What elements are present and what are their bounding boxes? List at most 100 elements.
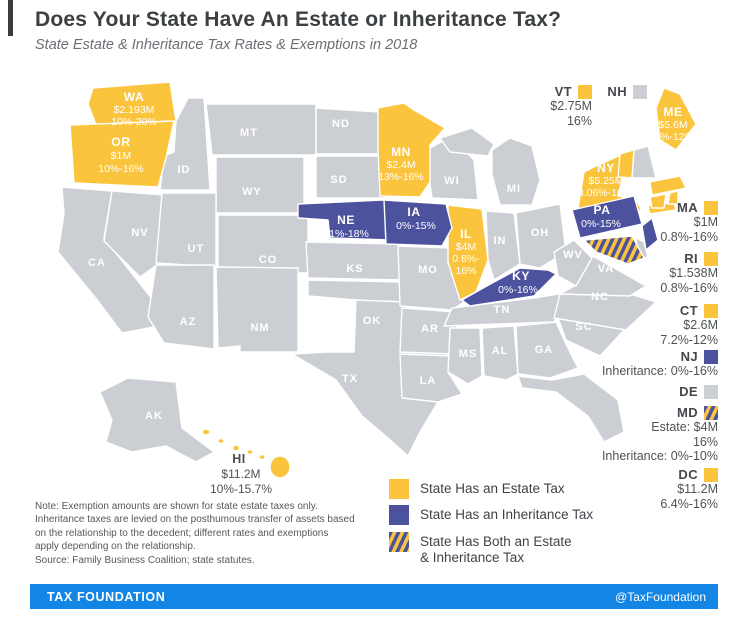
state-nv [103, 190, 167, 278]
label-ne-code: NE [337, 213, 355, 227]
no-tax-swatch [633, 84, 647, 99]
label-il-rate-1: 0.8%- [452, 253, 480, 265]
callout-ct-code: CT [679, 303, 698, 318]
state-nh [631, 145, 657, 179]
inheritance-tax-swatch [704, 349, 718, 364]
state-me [655, 87, 697, 151]
state-wy [215, 156, 305, 214]
state-mt [205, 103, 317, 156]
label-or-code: OR [111, 135, 130, 149]
label-id: ID [178, 164, 191, 176]
label-mt: MT [240, 127, 258, 139]
label-sd: SD [330, 174, 347, 186]
state-ma [649, 175, 687, 196]
callout-nh: NH [607, 84, 647, 99]
label-or-exemption: $1M [111, 150, 131, 162]
label-ks: KS [346, 263, 363, 275]
callout-md-code: MD [676, 405, 698, 420]
state-mi-upper [439, 127, 495, 157]
estate-tax-swatch [704, 251, 718, 266]
state-ia [383, 199, 453, 247]
state-hi-island-1 [201, 428, 211, 436]
state-vt [617, 149, 635, 179]
state-al [481, 325, 519, 381]
label-tn: TN [494, 304, 511, 316]
state-fl [517, 373, 625, 443]
callout-dc-code: DC [678, 467, 698, 482]
label-in: IN [494, 235, 507, 247]
callout-dc-exemption: $11.2M [677, 482, 718, 496]
callout-ma-code: MA [676, 200, 698, 215]
label-wa-exemption: $2.193M [114, 104, 155, 116]
callout-nj-code: NJ [680, 349, 698, 364]
label-nv: NV [131, 227, 148, 239]
page-subtitle: State Estate & Inheritance Tax Rates & E… [35, 37, 418, 53]
label-hi-rate: 10%-15.7% [210, 482, 272, 496]
state-ms [447, 327, 483, 385]
state-md [583, 235, 645, 265]
label-ny-code: NY [597, 161, 615, 175]
state-wv [553, 239, 593, 287]
brand-name: TAX FOUNDATION [47, 589, 166, 604]
callout-vt: VT $2.75M 16% [550, 84, 592, 128]
label-va: VA [598, 263, 614, 275]
state-id [159, 97, 211, 191]
label-oh: OH [531, 227, 550, 239]
callout-ma-rate: 0.8%-16% [660, 229, 718, 244]
state-nd [315, 107, 381, 155]
label-ky-rate: 0%-16% [498, 284, 538, 296]
label-tx: TX [342, 373, 358, 385]
label-wa-code: WA [124, 90, 145, 104]
state-mi [491, 137, 541, 206]
label-ny-rate: 3.06%-16% [578, 187, 632, 199]
state-or [69, 120, 175, 188]
state-hi-island-2 [217, 437, 225, 445]
estate-tax-swatch [704, 303, 718, 318]
callout-vt-exemption: $2.75M [550, 99, 592, 113]
state-hi [269, 455, 291, 479]
label-il-code: IL [460, 227, 472, 241]
state-ak [99, 377, 215, 463]
callout-ri: RI $1.538M 0.8%-16% [660, 251, 718, 295]
page-title: Does Your State Have An Estate or Inheri… [35, 8, 562, 31]
callout-ri-code: RI [684, 251, 698, 266]
callout-ct-exemption: $2.6M [683, 318, 718, 332]
label-hi-exemption: $11.2M [221, 467, 260, 481]
label-al: AL [492, 345, 509, 357]
label-hi-code: HI [232, 452, 246, 466]
label-or-rate: 10%-16% [98, 163, 144, 175]
callout-nh-code: NH [607, 84, 627, 99]
state-hi-island-3 [231, 444, 241, 452]
source-line: Source: Family Business Coalition; state… [35, 554, 255, 566]
label-mi: MI [507, 183, 521, 195]
state-ct [649, 193, 667, 209]
callout-vt-code: VT [554, 84, 572, 99]
label-ne-rate: 1%-18% [329, 228, 369, 240]
state-az [147, 264, 215, 350]
no-tax-swatch [704, 384, 718, 399]
legend-item-inheritance: State Has an Inheritance Tax [389, 505, 593, 525]
label-mn-exemption: $2.4M [386, 159, 415, 171]
label-sc: SC [575, 321, 592, 333]
label-ak: AK [145, 410, 163, 422]
note-line-2: Inheritance taxes are levied on the post… [35, 514, 355, 526]
footer-bar: TAX FOUNDATION @TaxFoundation [30, 584, 718, 609]
note-line-4: apply depending on the relationship. [35, 541, 196, 553]
callout-ma-exemption: $1M [693, 215, 718, 229]
state-mn [377, 102, 446, 198]
callout-md-inheritance-rate: Inheritance: 0%-10% [601, 449, 718, 463]
legend-item-estate: State Has an Estate Tax [389, 479, 565, 499]
callout-ct-rate: 7.2%-12% [660, 332, 718, 347]
callout-de-code: DE [679, 384, 698, 399]
label-mn-code: MN [391, 145, 411, 159]
label-ga: GA [535, 344, 554, 356]
label-pa-code: PA [594, 203, 611, 217]
label-nc: NC [591, 291, 609, 303]
label-nm: NM [250, 322, 269, 334]
label-az: AZ [180, 316, 197, 328]
callout-nj-rate: Inheritance: 0%-16% [601, 364, 718, 378]
state-nj [641, 217, 659, 251]
legend-label-estate: State Has an Estate Tax [420, 481, 565, 496]
label-me-code: ME [663, 105, 682, 119]
